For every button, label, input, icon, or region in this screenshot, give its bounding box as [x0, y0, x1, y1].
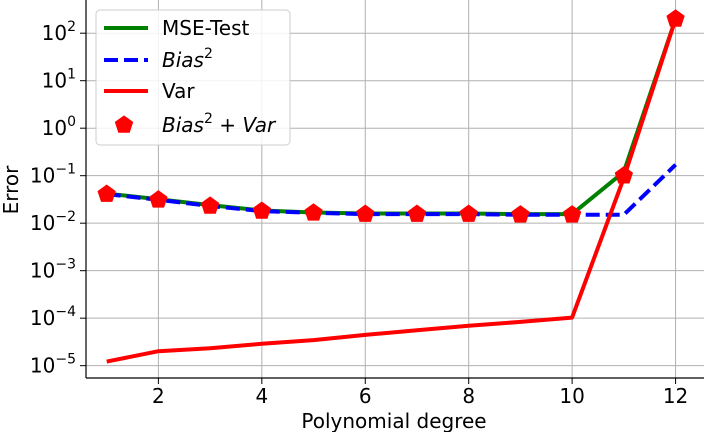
- y-tick-label: 10−4: [30, 304, 76, 330]
- data-point: [511, 205, 530, 223]
- data-point: [407, 204, 427, 222]
- x-tick-label: 2: [152, 384, 165, 408]
- legend-label-name: MSE-Test: [162, 16, 250, 40]
- series-3: [97, 9, 685, 223]
- legend-label: MSE-Test: [162, 16, 250, 40]
- y-tick-exponent: 2: [67, 19, 76, 35]
- legend-label-name: Bias: [162, 113, 204, 137]
- y-tick-exponent: −1: [55, 162, 76, 178]
- y-tick-base: 10: [30, 211, 55, 235]
- y-tick-base: 10: [42, 116, 67, 140]
- y-tick-exponent: −5: [55, 352, 76, 368]
- data-point: [252, 201, 271, 219]
- legend-label-sup: 2: [204, 111, 213, 127]
- y-tick-base: 10: [30, 164, 55, 188]
- y-tick-label: 10−2: [30, 209, 76, 235]
- data-point: [304, 203, 323, 221]
- axes: [80, 0, 704, 384]
- legend-label-name: Bias: [162, 48, 204, 72]
- data-point: [666, 9, 685, 27]
- y-tick-label: 101: [42, 67, 76, 93]
- y-tick-exponent: 1: [67, 67, 76, 83]
- y-tick-exponent: −3: [55, 257, 76, 273]
- data-point: [356, 204, 375, 222]
- y-tick-label: 10−3: [30, 257, 76, 283]
- y-tick-label: 102: [42, 19, 76, 45]
- y-tick-base: 10: [30, 259, 55, 283]
- y-tick-base: 10: [42, 21, 67, 45]
- legend-label: Bias2 + Var: [162, 111, 277, 137]
- y-tick-base: 10: [42, 69, 67, 93]
- x-axis-label: Polynomial degree: [301, 409, 486, 432]
- y-tick-exponent: 0: [67, 114, 76, 130]
- x-tick-label: 12: [663, 384, 688, 408]
- x-tick-label: 4: [255, 384, 268, 408]
- y-axis-label: Error: [0, 165, 23, 215]
- legend-label-sup: 2: [204, 46, 213, 62]
- series-2: [106, 18, 678, 364]
- y-tick-label: 10−1: [30, 162, 76, 188]
- y-tick-label: 10−5: [30, 352, 76, 378]
- x-tick-label: 8: [462, 384, 475, 408]
- y-tick-label: 100: [42, 114, 76, 140]
- series-line: [106, 163, 677, 217]
- series-layer: [97, 9, 685, 364]
- legend-label: Bias2: [162, 46, 213, 72]
- series-1: [106, 163, 677, 217]
- legend-label-rest: + Var: [213, 113, 277, 137]
- series-line: [106, 18, 678, 364]
- data-point: [563, 205, 582, 223]
- data-point: [97, 184, 116, 202]
- data-point: [614, 166, 633, 184]
- y-tick-base: 10: [30, 354, 55, 378]
- x-tick-label: 10: [559, 384, 584, 408]
- legend-label-name: Var: [162, 79, 195, 103]
- legend-box: [95, 9, 291, 146]
- data-point: [459, 204, 478, 222]
- data-point: [149, 190, 168, 208]
- legend-label: Var: [162, 79, 195, 103]
- x-tick-label: 6: [359, 384, 372, 408]
- legend-marker: [114, 115, 134, 133]
- y-tick-exponent: −2: [55, 209, 76, 225]
- y-tick-exponent: −4: [55, 304, 76, 320]
- data-point: [201, 196, 220, 214]
- y-tick-base: 10: [30, 306, 55, 330]
